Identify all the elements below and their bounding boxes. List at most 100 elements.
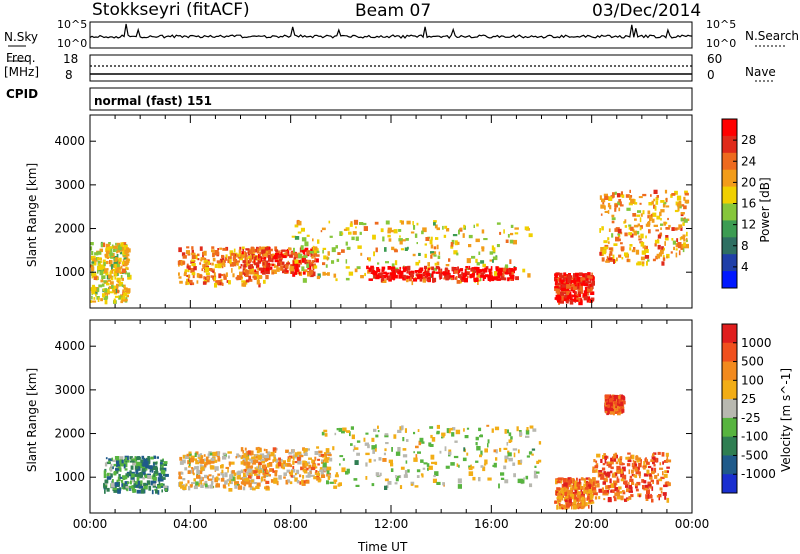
echo-cell bbox=[179, 280, 183, 284]
echo-cell bbox=[93, 275, 98, 280]
echo-cell bbox=[150, 456, 154, 460]
echo-cell bbox=[433, 220, 437, 223]
echo-cell bbox=[566, 503, 570, 508]
echo-cell bbox=[577, 282, 580, 287]
echo-cell bbox=[607, 241, 610, 244]
echo-cell bbox=[245, 457, 248, 462]
echo-cell bbox=[96, 251, 102, 255]
echo-cell bbox=[111, 265, 113, 271]
echo-cell bbox=[326, 480, 329, 485]
echo-cell bbox=[478, 477, 481, 482]
echo-cell bbox=[383, 452, 386, 456]
echo-cell bbox=[617, 201, 622, 206]
echo-cell bbox=[258, 256, 261, 261]
echo-cell bbox=[614, 487, 619, 492]
echo-cell bbox=[123, 484, 127, 489]
echo-cell bbox=[421, 230, 424, 235]
echo-cell bbox=[110, 260, 113, 265]
echo-cell bbox=[555, 288, 560, 294]
echo-cell bbox=[666, 470, 669, 473]
echo-cell bbox=[308, 464, 311, 469]
echo-cell bbox=[238, 249, 242, 255]
echo-cell bbox=[208, 268, 213, 271]
echo-cell bbox=[434, 262, 438, 266]
echo-cell bbox=[628, 224, 632, 227]
echo-cell bbox=[560, 291, 562, 296]
echo-cell bbox=[604, 456, 608, 459]
echo-cell bbox=[512, 239, 517, 245]
echo-cell bbox=[311, 459, 314, 464]
echo-cell bbox=[306, 234, 310, 237]
echo-cell bbox=[104, 292, 107, 296]
echo-cell bbox=[204, 257, 207, 262]
colorbar-segment bbox=[722, 399, 737, 419]
echo-cell bbox=[684, 199, 690, 204]
echo-cell bbox=[266, 472, 269, 476]
echo-cell bbox=[186, 453, 190, 457]
echo-cell bbox=[281, 249, 286, 252]
echo-cell bbox=[124, 250, 127, 255]
echo-cell bbox=[262, 256, 267, 260]
echo-cell bbox=[245, 281, 248, 285]
echo-cell bbox=[663, 484, 668, 488]
echo-cell bbox=[639, 202, 642, 205]
echo-cell bbox=[652, 258, 656, 262]
echo-cell bbox=[280, 464, 284, 469]
echo-cell bbox=[282, 465, 285, 470]
echo-cell bbox=[642, 485, 645, 490]
echo-cell bbox=[554, 282, 559, 286]
echo-cell bbox=[204, 267, 210, 273]
echo-cell bbox=[652, 212, 657, 217]
echo-cell bbox=[187, 480, 190, 484]
echo-cell bbox=[581, 500, 585, 506]
echo-cell bbox=[333, 485, 338, 489]
echo-cell bbox=[104, 479, 109, 484]
echo-cell bbox=[433, 246, 437, 250]
echo-cell bbox=[377, 262, 380, 265]
echo-cell bbox=[338, 482, 342, 486]
echo-cell bbox=[314, 471, 317, 475]
echo-cell bbox=[238, 277, 242, 281]
echo-cell bbox=[649, 475, 653, 480]
echo-cell bbox=[436, 271, 441, 274]
echo-cell bbox=[615, 236, 620, 242]
echo-cell bbox=[90, 264, 93, 268]
freq-tick-bottom: 8 bbox=[65, 68, 73, 82]
echo-cell bbox=[425, 237, 430, 241]
echo-cell bbox=[372, 234, 376, 240]
echo-cell bbox=[268, 267, 271, 271]
echo-cell bbox=[242, 480, 245, 485]
echo-cell bbox=[651, 470, 655, 475]
echo-cell bbox=[203, 276, 206, 280]
echo-cell bbox=[476, 271, 479, 276]
echo-cell bbox=[302, 271, 306, 275]
echo-cell bbox=[398, 274, 403, 279]
echo-cell bbox=[402, 454, 408, 458]
echo-cell bbox=[116, 254, 119, 258]
echo-cell bbox=[211, 249, 215, 253]
echo-cell bbox=[256, 246, 259, 250]
echo-cell bbox=[494, 426, 500, 431]
echo-cell bbox=[574, 300, 577, 303]
echo-cell bbox=[499, 267, 503, 273]
echo-cell bbox=[240, 461, 244, 465]
echo-cell bbox=[221, 282, 224, 286]
echo-cell bbox=[210, 459, 215, 464]
echo-cell bbox=[194, 458, 197, 461]
echo-cell bbox=[398, 229, 402, 232]
echo-cell bbox=[135, 456, 138, 462]
echo-cell bbox=[616, 470, 621, 474]
echo-cell bbox=[191, 282, 195, 286]
echo-cell bbox=[632, 459, 635, 463]
echo-cell bbox=[611, 233, 614, 238]
echo-cell bbox=[246, 257, 248, 261]
echo-cell bbox=[444, 273, 448, 278]
echo-cell bbox=[316, 248, 319, 254]
echo-cell bbox=[178, 260, 183, 265]
echo-cell bbox=[304, 262, 309, 265]
echo-cell bbox=[263, 265, 268, 270]
echo-cell bbox=[637, 223, 640, 227]
echo-cell bbox=[214, 250, 219, 255]
echo-cell bbox=[484, 267, 488, 273]
echo-cell bbox=[339, 231, 343, 236]
